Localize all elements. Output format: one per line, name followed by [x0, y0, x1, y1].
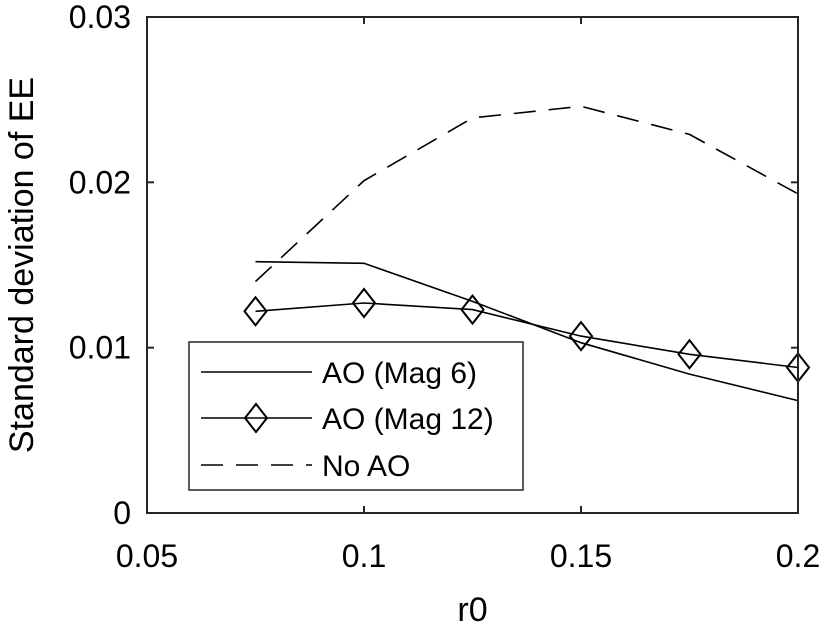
legend: AO (Mag 6) AO (Mag 12) No AO — [188, 341, 524, 491]
data-point-marker — [677, 338, 702, 370]
legend-item-ao-mag-6: AO (Mag 6) — [201, 357, 477, 390]
y-tick-label: 0 — [113, 495, 131, 531]
y-tick-label: 0.01 — [69, 330, 131, 366]
legend-items: AO (Mag 6) AO (Mag 12) No AO — [201, 357, 494, 483]
x-axis-label: r0 — [457, 591, 487, 629]
legend-label: AO (Mag 6) — [322, 357, 477, 390]
data-point-marker — [351, 287, 377, 319]
y-tick-label: 0.02 — [69, 164, 131, 200]
plot-area-frame — [146, 16, 799, 514]
legend-label: No AO — [322, 450, 410, 483]
series-line-ao-mag-12 — [255, 302, 799, 369]
y-axis-label: Standard deviation of EE — [3, 77, 41, 453]
x-tick-label: 0.05 — [116, 538, 178, 574]
series-ao-mag-12 — [243, 287, 811, 384]
series-no-ao — [254, 105, 799, 283]
data-point-marker — [243, 295, 268, 327]
y-tick-label: 0.03 — [69, 0, 131, 35]
series-line-no-ao — [254, 105, 799, 283]
x-tick-label: 0.1 — [342, 538, 386, 574]
legend-item-ao-mag-12: AO (Mag 12) — [201, 402, 494, 436]
legend-marker-diamond — [243, 402, 269, 434]
series-layer — [243, 105, 811, 402]
x-tick-label: 0.2 — [776, 538, 820, 574]
data-point-marker — [460, 294, 485, 326]
x-tick-label: 0.15 — [550, 538, 612, 574]
legend-label: AO (Mag 12) — [322, 403, 494, 436]
data-point-marker — [568, 320, 594, 352]
legend-item-no-ao: No AO — [201, 450, 410, 483]
ticks-layer: 0.05 0.1 0.15 0.2 0 0.01 0.02 0.03 — [69, 0, 821, 574]
